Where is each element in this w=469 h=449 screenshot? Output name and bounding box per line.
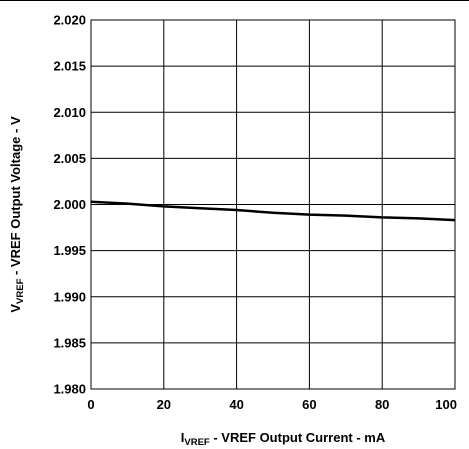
y-tick-labels: 1.980 1.985 1.990 1.995 2.000 2.005 2.010 2.015…	[53, 13, 86, 397]
y-axis-title: VVREF - VREF Output Voltage - V	[8, 116, 26, 313]
x-tick-label: 0	[87, 397, 94, 412]
x-axis-title-prefix: I	[181, 430, 185, 445]
y-axis-title-prefix: V	[8, 304, 23, 313]
y-tick-label: 2.010	[53, 105, 86, 120]
y-tick-label: 1.990	[53, 289, 86, 304]
x-tick-label: 60	[302, 397, 316, 412]
x-axis-title: IVREF - VREF Output Current - mA	[181, 430, 386, 448]
x-axis-title-rest: - VREF Output Current - mA	[210, 430, 386, 445]
y-axis-title-subscript: VREF	[15, 278, 26, 304]
y-tick-label: 2.015	[53, 59, 86, 74]
y-tick-label: 2.005	[53, 151, 86, 166]
x-tick-label: 40	[229, 397, 243, 412]
data-series	[90, 200, 456, 222]
x-tick-label: 80	[375, 397, 389, 412]
x-tick-label: 100	[435, 397, 457, 412]
x-tick-labels: 0 20 40 60 80 100	[87, 397, 457, 412]
plot-area-frame	[90, 19, 456, 390]
series-line-0	[90, 200, 456, 222]
y-tick-label: 1.995	[53, 243, 86, 258]
y-tick-label: 1.985	[53, 335, 86, 350]
y-tick-label: 2.020	[53, 13, 86, 28]
y-tick-label: 1.980	[53, 382, 86, 397]
y-axis-title-rest: - VREF Output Voltage - V	[8, 116, 23, 279]
x-tick-label: 20	[157, 397, 171, 412]
top-border-rule	[0, 0, 469, 1]
x-axis-title-subscript: VREF	[184, 437, 210, 448]
y-tick-label: 2.000	[53, 197, 86, 212]
